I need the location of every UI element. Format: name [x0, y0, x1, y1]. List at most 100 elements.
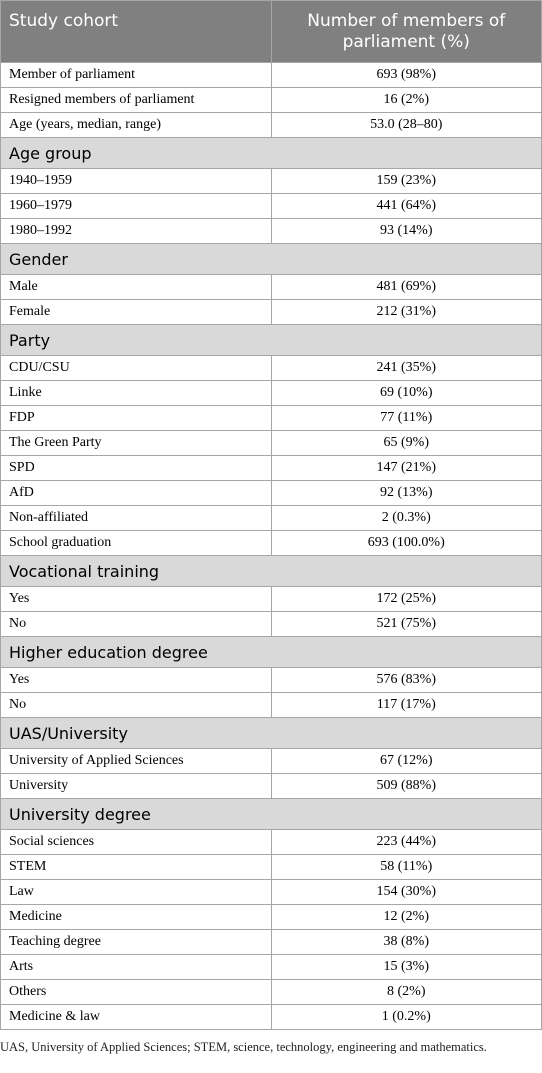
section-label: Gender [0, 243, 542, 275]
section-row: Vocational training [0, 555, 542, 587]
section-row: UAS/University [0, 717, 542, 749]
row-value: 576 (83%) [270, 667, 542, 693]
row-value: 693 (98%) [270, 62, 542, 88]
data-row: 1980–1992 93 (14%) [0, 218, 542, 244]
section-row: Gender [0, 243, 542, 275]
row-value: 212 (31%) [270, 299, 542, 325]
row-label: AfD [0, 480, 272, 506]
data-row: University 509 (88%) [0, 773, 542, 799]
row-label: Age (years, median, range) [0, 112, 272, 138]
row-label: Medicine [0, 904, 272, 930]
data-row: Member of parliament 693 (98%) [0, 62, 542, 88]
row-value: 77 (11%) [270, 405, 542, 431]
row-value: 38 (8%) [270, 929, 542, 955]
header-cell: Number of members of parliament (%) [270, 0, 542, 63]
row-label: Teaching degree [0, 929, 272, 955]
row-label: University of Applied Sciences [0, 748, 272, 774]
row-label: STEM [0, 854, 272, 880]
row-value: 241 (35%) [270, 355, 542, 381]
row-label: Female [0, 299, 272, 325]
row-value: 441 (64%) [270, 193, 542, 219]
section-row: University degree [0, 798, 542, 830]
row-value: 65 (9%) [270, 430, 542, 456]
section-label: Party [0, 324, 542, 356]
data-row: Non-affiliated 2 (0.3%) [0, 505, 542, 531]
header-row: Study cohort Number of members of parlia… [0, 0, 542, 63]
row-value: 53.0 (28–80) [270, 112, 542, 138]
row-label: CDU/CSU [0, 355, 272, 381]
row-label: 1980–1992 [0, 218, 272, 244]
row-label: Arts [0, 954, 272, 980]
data-row: School graduation 693 (100.0%) [0, 530, 542, 556]
row-label: School graduation [0, 530, 272, 556]
row-label: Others [0, 979, 272, 1005]
header-cell: Study cohort [0, 0, 272, 63]
row-label: No [0, 692, 272, 718]
data-row: FDP 77 (11%) [0, 405, 542, 431]
data-row: Age (years, median, range) 53.0 (28–80) [0, 112, 542, 138]
row-value: 67 (12%) [270, 748, 542, 774]
row-label: Linke [0, 380, 272, 406]
row-value: 147 (21%) [270, 455, 542, 481]
row-label: No [0, 611, 272, 637]
row-label: University [0, 773, 272, 799]
data-row: STEM 58 (11%) [0, 854, 542, 880]
row-value: 8 (2%) [270, 979, 542, 1005]
row-label: SPD [0, 455, 272, 481]
row-value: 15 (3%) [270, 954, 542, 980]
row-value: 58 (11%) [270, 854, 542, 880]
data-row: No 117 (17%) [0, 692, 542, 718]
row-value: 172 (25%) [270, 586, 542, 612]
row-value: 12 (2%) [270, 904, 542, 930]
row-label: Male [0, 274, 272, 300]
data-row: 1960–1979 441 (64%) [0, 193, 542, 219]
data-row: University of Applied Sciences 67 (12%) [0, 748, 542, 774]
data-row: Others 8 (2%) [0, 979, 542, 1005]
row-value: 2 (0.3%) [270, 505, 542, 531]
row-value: 16 (2%) [270, 87, 542, 113]
section-label: Higher education degree [0, 636, 542, 668]
row-label: 1960–1979 [0, 193, 272, 219]
data-row: Resigned members of parliament 16 (2%) [0, 87, 542, 113]
data-row: AfD 92 (13%) [0, 480, 542, 506]
row-value: 117 (17%) [270, 692, 542, 718]
footnote: UAS, University of Applied Sciences; STE… [0, 1040, 487, 1054]
data-row: Linke 69 (10%) [0, 380, 542, 406]
row-value: 509 (88%) [270, 773, 542, 799]
section-label: Vocational training [0, 555, 542, 587]
section-row: Higher education degree [0, 636, 542, 668]
row-value: 69 (10%) [270, 380, 542, 406]
data-row: Yes 576 (83%) [0, 667, 542, 693]
section-label: UAS/University [0, 717, 542, 749]
data-row: Law 154 (30%) [0, 879, 542, 905]
data-row: Medicine & law 1 (0.2%) [0, 1004, 542, 1030]
row-label: Yes [0, 586, 272, 612]
row-label: Medicine & law [0, 1004, 272, 1030]
row-label: FDP [0, 405, 272, 431]
cohort-table: Study cohort Number of members of parlia… [0, 0, 542, 1030]
data-row: No 521 (75%) [0, 611, 542, 637]
row-label: Member of parliament [0, 62, 272, 88]
row-value: 481 (69%) [270, 274, 542, 300]
row-label: 1940–1959 [0, 168, 272, 194]
row-label: Law [0, 879, 272, 905]
data-row: Male 481 (69%) [0, 274, 542, 300]
data-row: The Green Party 65 (9%) [0, 430, 542, 456]
row-value: 693 (100.0%) [270, 530, 542, 556]
section-row: Age group [0, 137, 542, 169]
data-row: Female 212 (31%) [0, 299, 542, 325]
data-row: Yes 172 (25%) [0, 586, 542, 612]
row-value: 223 (44%) [270, 829, 542, 855]
section-label: Age group [0, 137, 542, 169]
data-row: SPD 147 (21%) [0, 455, 542, 481]
data-row: 1940–1959 159 (23%) [0, 168, 542, 194]
row-label: Resigned members of parliament [0, 87, 272, 113]
data-row: Social sciences 223 (44%) [0, 829, 542, 855]
row-value: 521 (75%) [270, 611, 542, 637]
data-row: Arts 15 (3%) [0, 954, 542, 980]
row-label: The Green Party [0, 430, 272, 456]
row-value: 92 (13%) [270, 480, 542, 506]
section-row: Party [0, 324, 542, 356]
section-label: University degree [0, 798, 542, 830]
